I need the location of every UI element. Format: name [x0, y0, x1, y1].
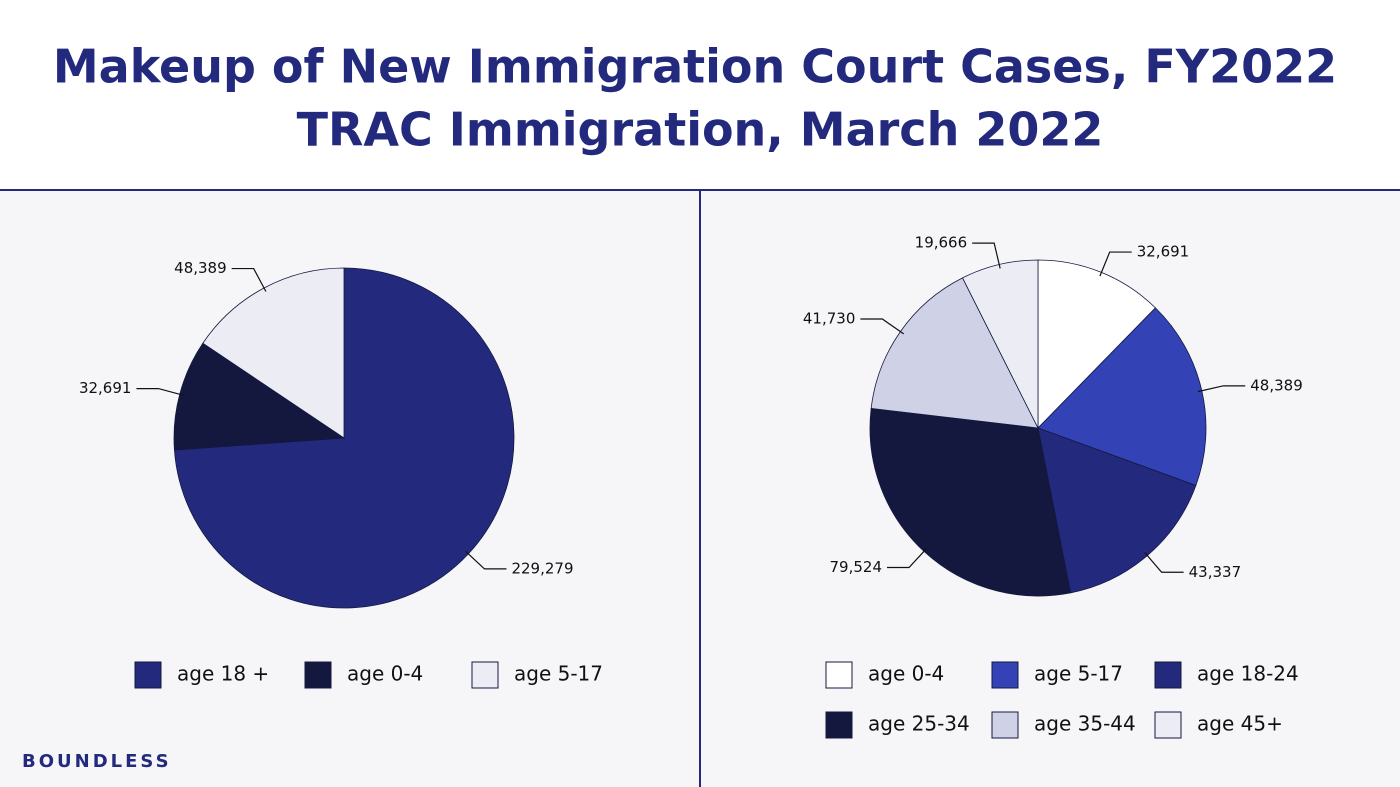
legend-label: age 45+	[1197, 712, 1283, 736]
legend-label: age 18 +	[177, 662, 269, 686]
legend-label: age 25-34	[868, 712, 970, 736]
value-label: 79,524	[830, 558, 883, 576]
legend-swatch	[991, 711, 1019, 739]
value-label: 43,337	[1189, 563, 1242, 581]
legend-label: age 18-24	[1197, 662, 1299, 686]
legend-swatch	[471, 661, 499, 689]
leader-line	[972, 242, 1001, 269]
leader-line	[1099, 251, 1132, 277]
legend-swatch	[1154, 661, 1182, 689]
legend-label: age 0-4	[347, 662, 423, 686]
legend-swatch	[991, 661, 1019, 689]
leader-line	[1144, 552, 1184, 573]
header-bg	[0, 0, 1400, 190]
value-label: 41,730	[803, 309, 856, 327]
legend-swatch	[134, 661, 162, 689]
value-label: 32,691	[79, 379, 132, 397]
value-label: 32,691	[1137, 243, 1190, 261]
legend-swatch	[304, 661, 332, 689]
title: TRAC Immigration, March 2022	[297, 103, 1104, 157]
legend-swatch	[825, 711, 853, 739]
value-label: 48,389	[174, 259, 227, 277]
value-label: 19,666	[915, 234, 968, 252]
legend-swatch	[1154, 711, 1182, 739]
leader-line	[136, 387, 184, 396]
value-label: 48,389	[1250, 376, 1303, 394]
legend-label: age 35-44	[1034, 712, 1136, 736]
leader-line	[860, 318, 905, 335]
legend-label: age 5-17	[1034, 662, 1123, 686]
leader-line	[231, 267, 267, 292]
leader-line	[1197, 385, 1246, 393]
value-label: 229,279	[511, 559, 573, 577]
leader-line	[887, 548, 928, 569]
brand: BOUNDLESS	[22, 751, 172, 772]
title: Makeup of New Immigration Court Cases, F…	[53, 40, 1337, 94]
legend-label: age 5-17	[514, 662, 603, 686]
legend-swatch	[825, 661, 853, 689]
leader-line	[465, 550, 507, 570]
legend-label: age 0-4	[868, 662, 944, 686]
